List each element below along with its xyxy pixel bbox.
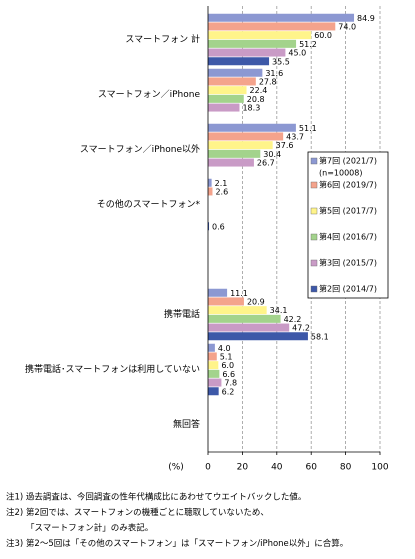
x-tick-label: 100 <box>371 463 388 473</box>
x-tick-label: 80 <box>340 463 352 473</box>
value-label: 2.6 <box>215 187 228 196</box>
value-label: 6.0 <box>221 361 234 370</box>
bar <box>208 306 267 315</box>
legend-label: 第5回 (2017/7) <box>319 206 377 216</box>
value-label: 22.4 <box>250 86 268 95</box>
value-label: 26.7 <box>257 159 275 168</box>
legend-label: 第4回 (2016/7) <box>319 232 377 242</box>
bar <box>208 68 263 77</box>
value-label: 11.1 <box>230 289 248 298</box>
value-label: 34.1 <box>270 306 288 315</box>
x-tick-label: 60 <box>305 463 317 473</box>
bar <box>208 361 219 370</box>
footnote: 注2) 第2回では、スマートフォンの機種ごとに聴取していないため、 <box>6 507 269 518</box>
value-label: 0.6 <box>212 222 225 231</box>
value-label: 60.0 <box>314 31 332 40</box>
bar <box>208 369 220 378</box>
value-label: 20.8 <box>247 95 265 104</box>
x-tick-label: 0 <box>205 463 211 473</box>
value-label: 58.1 <box>311 332 329 341</box>
footnote: 注3) 第2～5回は「その他のスマートフォン」は「スマートフォン/iPhone以… <box>6 538 348 549</box>
bar <box>208 178 212 187</box>
legend-note: (n=10008) <box>319 169 362 178</box>
value-label: 20.9 <box>247 297 265 306</box>
value-label: 74.0 <box>338 22 356 31</box>
y-tick-label: 携帯電話･スマートフォンは利用していない <box>25 363 200 375</box>
bar <box>208 94 244 103</box>
bar <box>208 132 284 141</box>
bar <box>208 222 210 231</box>
bar <box>208 13 355 22</box>
value-label: 6.2 <box>222 387 235 396</box>
value-label: 31.6 <box>265 69 283 78</box>
value-label: 84.9 <box>357 14 375 23</box>
legend-marker <box>310 157 318 165</box>
y-tick-label: 携帯電話 <box>164 308 200 320</box>
bar <box>208 77 256 86</box>
bar <box>208 123 296 132</box>
y-tick-label: その他のスマートフォン* <box>97 198 201 210</box>
legend-marker <box>310 259 318 267</box>
value-label: 51.2 <box>299 40 317 49</box>
bar <box>208 332 308 341</box>
y-tick-label: スマートフォン／iPhone <box>98 89 201 100</box>
value-label: 6.6 <box>222 370 235 379</box>
bar <box>208 297 244 306</box>
value-label: 4.0 <box>218 344 231 353</box>
footnote: 注1) 過去調査は、今回調査の性年代構成比にあわせてウエイトバックした値。 <box>6 492 306 503</box>
value-label: 7.8 <box>224 379 237 388</box>
bar <box>208 86 247 95</box>
legend-marker <box>310 207 318 215</box>
value-label: 51.1 <box>299 124 317 133</box>
bar <box>208 39 297 48</box>
legend-marker <box>310 181 318 189</box>
y-tick-label: スマートフォン／iPhone以外 <box>80 143 200 155</box>
y-tick-label: スマートフォン 計 <box>125 33 200 45</box>
legend-label: 第6回 (2019/7) <box>319 180 377 190</box>
x-tick-label: 20 <box>237 463 249 473</box>
legend-marker <box>310 285 318 293</box>
bar <box>208 31 312 40</box>
x-axis-label: (%) <box>168 463 184 473</box>
bar <box>208 343 215 352</box>
value-label: 18.3 <box>242 104 260 113</box>
value-label: 45.0 <box>288 49 306 58</box>
bar <box>208 149 261 158</box>
value-label: 47.2 <box>292 324 310 333</box>
value-label: 42.2 <box>284 315 302 324</box>
value-label: 30.4 <box>263 150 281 159</box>
legend-marker <box>310 233 318 241</box>
value-label: 5.1 <box>220 352 233 361</box>
bar <box>208 103 240 112</box>
bar <box>208 141 273 150</box>
bar <box>208 288 228 297</box>
value-label: 35.5 <box>272 57 290 66</box>
legend-label: 第3回 (2015/7) <box>319 258 377 268</box>
y-tick-label: 無回答 <box>173 418 200 430</box>
footnote: 「スマートフォン計」のみ表記。 <box>26 523 153 534</box>
bar <box>208 387 219 396</box>
bar <box>208 48 286 57</box>
bar <box>208 378 222 387</box>
value-label: 2.1 <box>215 179 228 188</box>
bar <box>208 158 254 167</box>
value-label: 43.7 <box>286 132 304 141</box>
bar <box>208 187 213 196</box>
bar <box>208 314 281 323</box>
bar <box>208 352 217 361</box>
bar <box>208 57 270 66</box>
bar <box>208 323 290 332</box>
value-label: 37.6 <box>276 141 294 150</box>
legend-box <box>307 151 389 299</box>
value-label: 27.8 <box>259 77 277 86</box>
x-tick-label: 40 <box>271 463 283 473</box>
legend-label: 第7回 (2021/7) <box>319 156 377 166</box>
bar <box>208 22 336 31</box>
legend-label: 第2回 (2014/7) <box>319 284 377 294</box>
